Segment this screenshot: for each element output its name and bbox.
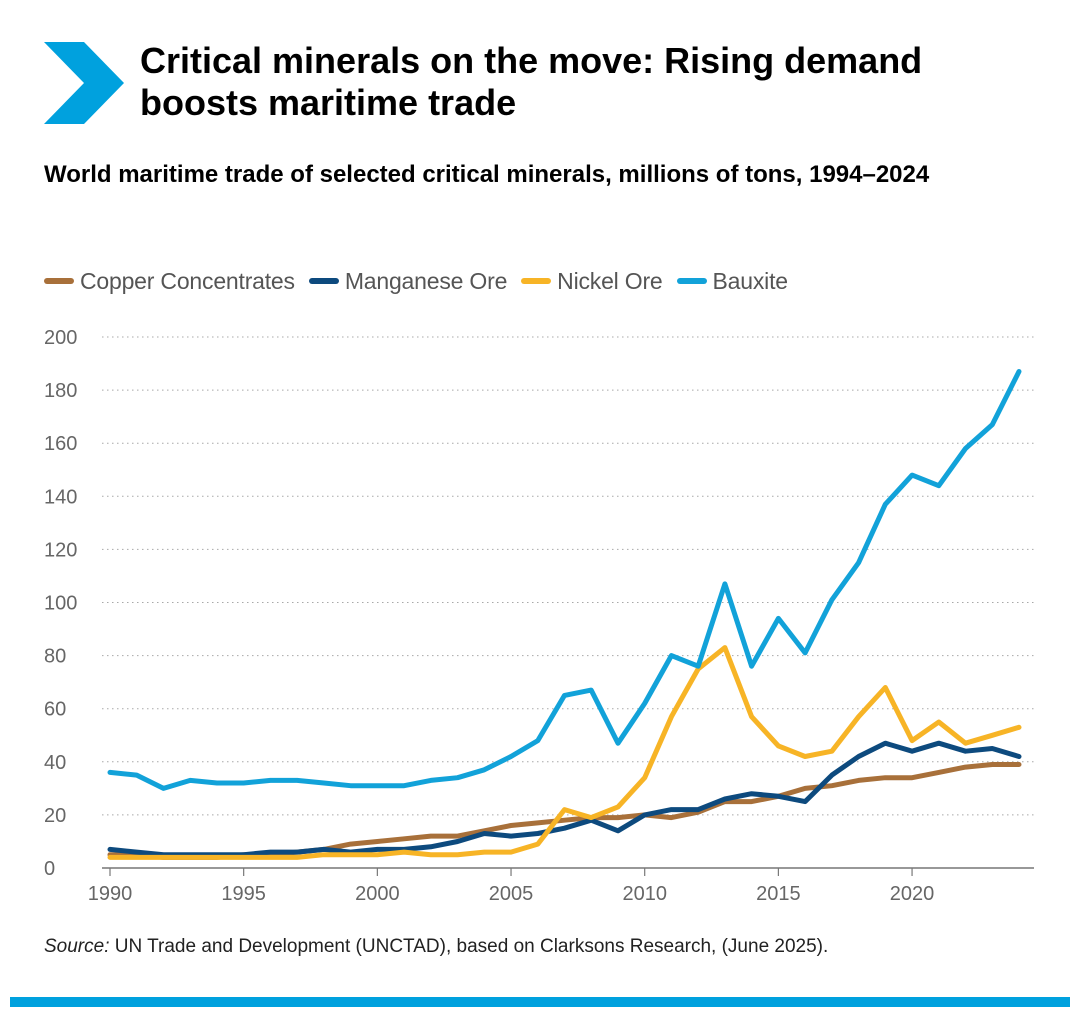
chart-subtitle: World maritime trade of selected critica…: [44, 161, 930, 188]
y-tick-label: 120: [44, 539, 77, 561]
legend-swatch-manganese: [308, 278, 339, 284]
y-tick-label: 100: [44, 593, 77, 615]
legend-item-bauxite: Bauxite: [676, 267, 789, 295]
y-tick-label: 160: [44, 433, 77, 455]
x-tick-label: 1990: [88, 883, 133, 905]
x-tick-label: 2020: [890, 883, 935, 905]
series-line-nickel-ore: [107, 645, 1022, 860]
source-text: UN Trade and Development (UNCTAD), based…: [109, 936, 829, 957]
legend-swatch-copper: [44, 278, 74, 284]
y-tick-label: 200: [44, 327, 77, 349]
line-chart: 0 20 40 60 80 100 120 140 160 180 200 1990 1995 2000 2…: [44, 327, 1034, 905]
x-tick-label: 2000: [355, 883, 400, 905]
y-tick-label: 0: [44, 858, 55, 880]
source-note: Source: UN Trade and Development (UNCTAD…: [44, 936, 1044, 958]
y-tick-label: 60: [44, 699, 66, 721]
series-line-manganese-ore: [107, 740, 1022, 858]
x-tick-label: 2005: [489, 883, 534, 905]
y-tick-label: 80: [44, 646, 66, 668]
source-prefix: Source:: [44, 936, 110, 957]
legend-label-copper: Copper Concentrates: [80, 267, 295, 294]
x-tick-label: 2015: [756, 883, 801, 905]
x-tick-label: 1995: [221, 883, 266, 905]
chart-legend: Copper Concentrates Manganese Ore Nickel…: [44, 264, 802, 298]
y-tick-label: 140: [44, 486, 77, 508]
legend-label-nickel: Nickel Ore: [557, 267, 663, 294]
bottom-accent-bar: [10, 997, 1070, 1007]
legend-item-manganese: Manganese Ore: [308, 267, 508, 295]
legend-item-copper: Copper Concentrates: [44, 268, 295, 295]
legend-label-manganese: Manganese Ore: [344, 267, 508, 294]
x-tick-label: 2010: [622, 883, 667, 905]
y-tick-label: 20: [44, 805, 66, 827]
chevron-right-icon: [44, 42, 124, 124]
ticks-layer: 0 20 40 60 80 100 120 140 160 180 200 1990 1995 2000 2…: [44, 327, 934, 905]
y-tick-label: 40: [44, 752, 66, 774]
series-layer: [107, 369, 1022, 860]
series-line-bauxite: [107, 369, 1022, 791]
page-title: Critical minerals on the move: Rising de…: [140, 40, 923, 123]
chevron-shape: [44, 42, 124, 124]
grid-layer: [102, 336, 1034, 876]
legend-swatch-bauxite: [676, 278, 707, 284]
legend-swatch-nickel: [521, 278, 552, 284]
legend-item-nickel: Nickel Ore: [521, 267, 663, 295]
legend-label-bauxite: Bauxite: [712, 267, 789, 294]
y-tick-label: 180: [44, 380, 77, 402]
